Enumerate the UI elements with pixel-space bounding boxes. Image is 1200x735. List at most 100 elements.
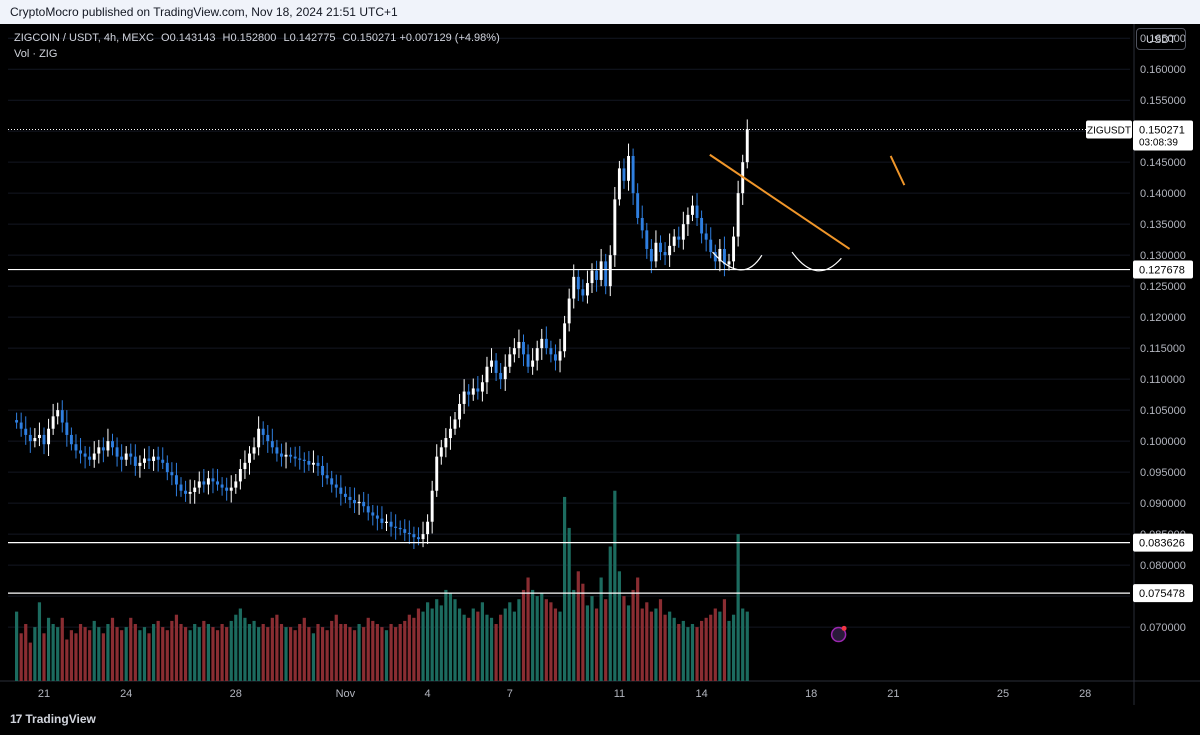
volume-bar — [640, 608, 644, 681]
volume-bar — [448, 593, 453, 681]
candle-body — [494, 360, 498, 373]
volume-bar — [663, 614, 667, 681]
volume-bar — [156, 620, 160, 681]
candle-body — [152, 456, 156, 461]
candle-body — [517, 341, 521, 349]
right-shoulder-arc — [791, 251, 842, 272]
volume-bar — [179, 624, 183, 681]
y-tick-label: 0.100000 — [1140, 436, 1186, 448]
volume-bar — [439, 605, 443, 681]
volume-bar — [133, 624, 137, 681]
volume-row: Vol · ZIG — [14, 46, 500, 62]
candle-body — [531, 360, 535, 367]
candle-body — [540, 338, 544, 349]
volume-bar — [622, 596, 626, 681]
volume-bar — [24, 624, 28, 681]
volume-bar — [243, 617, 247, 681]
candle-body — [732, 236, 736, 262]
candle-body — [471, 388, 475, 395]
volume-bar — [713, 608, 717, 681]
volume-bar — [380, 627, 384, 681]
candle-body — [700, 217, 704, 234]
volume-bar — [110, 617, 115, 681]
volume-bar — [718, 611, 722, 681]
volume-bar — [549, 602, 553, 681]
volume-bar — [357, 624, 361, 681]
volume-bar — [170, 620, 174, 681]
volume-bar — [193, 624, 197, 681]
candle-body — [480, 382, 484, 392]
volume-bar — [69, 630, 73, 681]
volume-bar — [649, 611, 653, 681]
volume-bar — [147, 633, 151, 681]
candle-body — [206, 478, 210, 485]
volume-bar — [599, 577, 603, 681]
candle-body — [129, 453, 133, 457]
open-value: 0.143143 — [169, 32, 216, 44]
volume-bar — [517, 599, 521, 681]
candle-body — [33, 438, 37, 442]
volume-bar — [348, 627, 352, 681]
candle-body — [430, 490, 434, 522]
volume-bar — [215, 630, 220, 681]
candle-body — [654, 242, 658, 262]
candle-body — [257, 428, 261, 448]
volume-bar — [394, 627, 398, 681]
projection-arrow — [889, 155, 906, 186]
volume-bar — [645, 602, 649, 681]
candle-body — [686, 214, 690, 225]
candle-body — [659, 242, 662, 253]
candle-body — [307, 460, 311, 465]
y-tick-label: 0.140000 — [1140, 188, 1186, 200]
volume-bar — [531, 589, 535, 681]
price-chart[interactable]: 0.1650000.1600000.1550000.1500000.145000… — [0, 24, 1200, 705]
change-value: +0.007129 (+4.98%) — [399, 32, 500, 44]
candle-body — [284, 454, 288, 457]
volume-bar — [275, 614, 279, 681]
candle-body — [421, 534, 425, 540]
candle-body — [311, 462, 315, 465]
candle-body — [74, 444, 78, 451]
x-tick-label: 4 — [425, 688, 431, 700]
volume-bar — [115, 627, 119, 681]
candle-body — [184, 490, 188, 494]
volume-bar — [604, 599, 608, 681]
candle-body — [60, 410, 64, 423]
candle-body — [535, 348, 539, 361]
volume-bar — [626, 605, 631, 681]
volume-bar — [572, 589, 576, 681]
currency-unit-button[interactable]: USDT — [1136, 28, 1186, 50]
candle-body — [595, 270, 599, 280]
volume-bar — [366, 617, 370, 681]
candle-body — [444, 438, 448, 448]
tradingview-logo[interactable]: 17 TradingView — [10, 712, 96, 726]
x-tick-label: 25 — [997, 688, 1009, 700]
volume-bar — [467, 617, 471, 681]
volume-bar — [88, 630, 92, 681]
close-label: C — [342, 32, 351, 44]
volume-bar — [46, 617, 51, 681]
chart-area[interactable]: 0.1650000.1600000.1550000.1500000.145000… — [0, 24, 1200, 705]
volume-bar — [83, 627, 87, 681]
candle-body — [371, 512, 375, 516]
low-label: L — [283, 32, 290, 44]
x-tick-label: 28 — [230, 688, 242, 700]
candle-body — [380, 518, 384, 523]
candle-body — [37, 434, 41, 439]
candle-body — [412, 534, 416, 538]
candle-body — [636, 193, 640, 218]
candle-body — [613, 199, 617, 256]
volume-bar — [257, 627, 261, 681]
volume-bar — [211, 627, 215, 681]
candle-body — [599, 261, 603, 280]
volume-bar — [229, 620, 233, 681]
volume-bar — [403, 620, 407, 681]
support-label-box — [1133, 260, 1193, 279]
volume-bar — [631, 589, 635, 681]
volume-bar — [142, 627, 147, 681]
candle-body — [120, 456, 124, 460]
volume-bar — [485, 614, 489, 681]
volume-bar — [51, 624, 55, 681]
support-label: 0.127678 — [1139, 265, 1185, 277]
volume-bar — [727, 620, 731, 681]
